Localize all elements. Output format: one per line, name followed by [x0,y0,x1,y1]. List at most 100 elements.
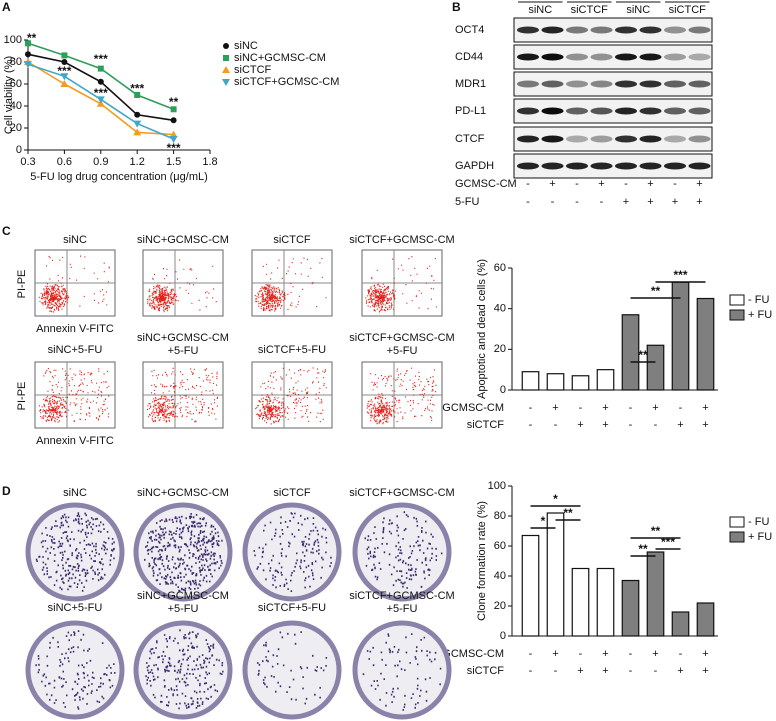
significance: *** [57,64,71,78]
marker [134,92,141,98]
blot-band [664,107,686,115]
bar [671,611,690,637]
flow-events [38,255,110,313]
flow-events [39,368,110,423]
blot-band [541,162,564,170]
panel-label: siCTCF [273,234,311,246]
condition-sign: + [647,196,653,208]
blot-band [639,53,662,61]
panel-label: siNC+5-FU [48,344,103,356]
condition-sign: + [677,665,683,677]
condition-label: GCMSC-CM [442,402,504,414]
panel-label: siCTCF+GCMSC-CM [349,332,454,344]
blot-band [664,80,686,88]
significance: *** [661,535,675,549]
y-tick-label: 80 [10,56,22,68]
blot-band [517,80,539,88]
marker [24,61,32,69]
condition-sign: - [629,402,633,414]
blot-band [566,107,588,115]
panel-label: siCTCF [273,487,311,499]
y-tick-label: 0 [500,630,506,642]
protein-label: CTCF [455,133,485,145]
condition-label: 5-FU [455,196,480,208]
panel-label: siNC [63,487,87,499]
condition-sign: + [549,178,555,190]
blot-band [541,53,564,61]
significance: ** [27,31,37,45]
y-axis-label: Cell viability (%) [3,56,15,134]
flow-events [255,367,327,425]
significance: ** [651,284,661,298]
legend-marker [222,66,230,73]
blot-band [541,26,564,34]
condition-sign: - [579,648,583,660]
x-tick-label: 1.8 [202,156,217,168]
condition-sign: + [696,178,702,190]
condition-sign: - [629,665,633,677]
protein-label: PD-L1 [455,105,486,117]
condition-sign: - [526,196,530,208]
condition-label: siCTCF [467,419,505,431]
condition-sign: + [552,648,558,660]
blot-band [566,162,588,170]
marker [61,59,68,65]
blot-band [615,107,637,115]
colonies [35,512,115,592]
marker [25,40,31,47]
blot-band [615,135,637,143]
marker [97,78,104,85]
condition-label: GCMSC-CM [442,648,504,660]
condition-sign: - [579,402,583,414]
bar [696,297,715,391]
marker [60,80,69,87]
y-tick-label: 60 [10,78,22,90]
panel-letter: A [2,0,11,14]
condition-sign: - [629,419,633,431]
significance: ** [638,348,648,362]
panel-label: siCTCF+5-FU [258,344,326,356]
blot-band [566,26,588,34]
condition-sign: - [554,665,558,677]
legend-marker [222,79,230,86]
bar [546,512,565,637]
blot-band [688,135,711,143]
marker [169,136,178,143]
significance: * [541,514,546,528]
panel-label: siNC [63,234,87,246]
panel-label: siCTCF+GCMSC-CM [349,487,454,499]
panel-label: siNC+GCMSC-CM [137,234,229,246]
blot-band [590,26,613,34]
colonies [144,513,223,592]
panel-letter: B [452,0,461,14]
bar [696,602,715,637]
significance: *** [130,82,144,96]
blot-band [615,162,637,170]
legend-swatch [729,294,745,306]
significance: *** [673,268,687,282]
condition-sign: - [679,648,683,660]
blot-band [688,162,711,170]
x-axis-label: 5-FU log drug concentration (μg/mL) [30,171,208,183]
blot-band [639,26,662,34]
condition-sign: - [600,196,604,208]
blot-band [639,107,662,115]
panel-label: +5-FU [387,345,418,357]
bar [571,375,590,391]
bar [646,344,665,391]
bar [521,534,540,637]
x-tick-label: 1.5 [166,156,181,168]
condition-sign: - [654,419,658,431]
x-axis-label: Annexin V-FITC [36,435,114,447]
panel-letter: C [2,224,11,238]
blot-band [639,135,662,143]
condition-sign: - [575,178,579,190]
blot-band [639,162,662,170]
significance: * [553,492,558,506]
condition-sign: - [654,665,658,677]
flow-events [254,257,327,312]
condition-sign: - [629,648,633,660]
blot-band [541,80,564,88]
y-axis-label: PI-PE [16,382,28,411]
